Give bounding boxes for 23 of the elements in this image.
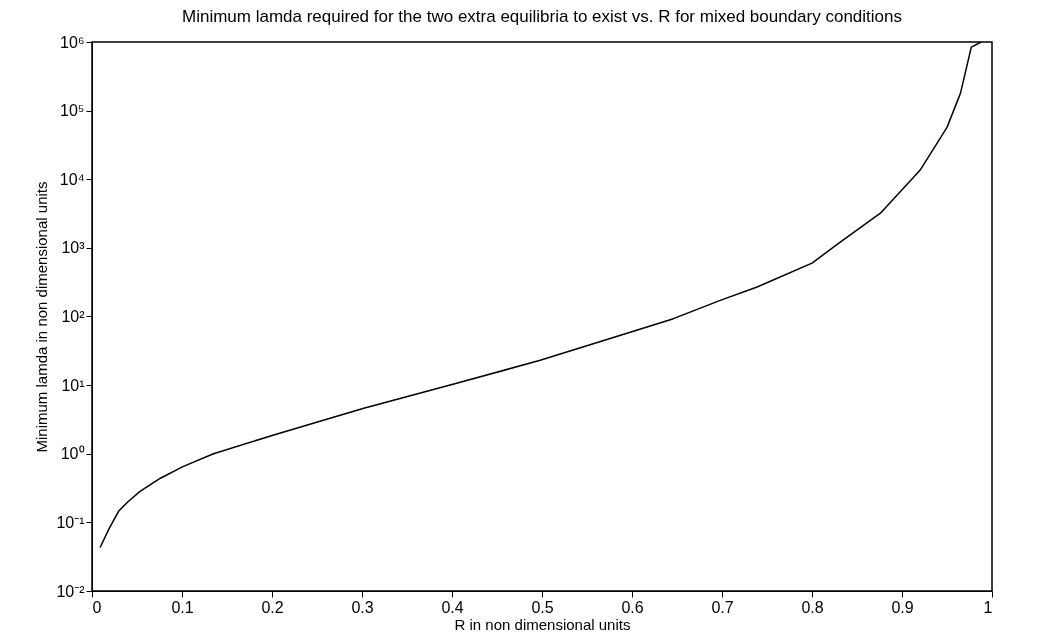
y-tick-label: 10⁵	[60, 102, 85, 120]
x-tick-label: 0	[92, 598, 102, 616]
x-tick-label: 0.4	[441, 598, 464, 616]
y-tick-label: 10⁶	[60, 33, 85, 51]
x-tick-label: 0.1	[171, 598, 194, 616]
x-tick-label: 0.3	[351, 598, 374, 616]
x-tick-label: 0.5	[531, 598, 554, 616]
y-tick-label: 10⁻²	[56, 582, 86, 600]
x-axis-title: R in non dimensional units	[454, 615, 631, 633]
x-tick-label: 0.7	[711, 598, 734, 616]
chart-title: Minimum lamda required for the two extra equilibria to exist vs. R for mixed boundary conditions	[182, 7, 902, 26]
x-tick-label: 0.2	[261, 598, 284, 616]
y-tick-label: 10⁴	[59, 170, 85, 188]
x-tick-label: 0.6	[621, 598, 644, 616]
y-axis-title: Minimum lamda in non dimensional units	[33, 181, 51, 453]
x-tick-label: 1	[983, 598, 993, 616]
x-tick-label: 0.9	[891, 598, 914, 616]
y-tick-label: 10³	[61, 239, 86, 257]
y-tick-label: 10¹	[61, 376, 85, 394]
y-tick-label: 10⁻¹	[56, 513, 85, 531]
y-tick-label: 10²	[61, 308, 86, 325]
x-tick-label: 0.8	[801, 598, 824, 616]
y-tick-label: 10⁰	[60, 445, 85, 463]
